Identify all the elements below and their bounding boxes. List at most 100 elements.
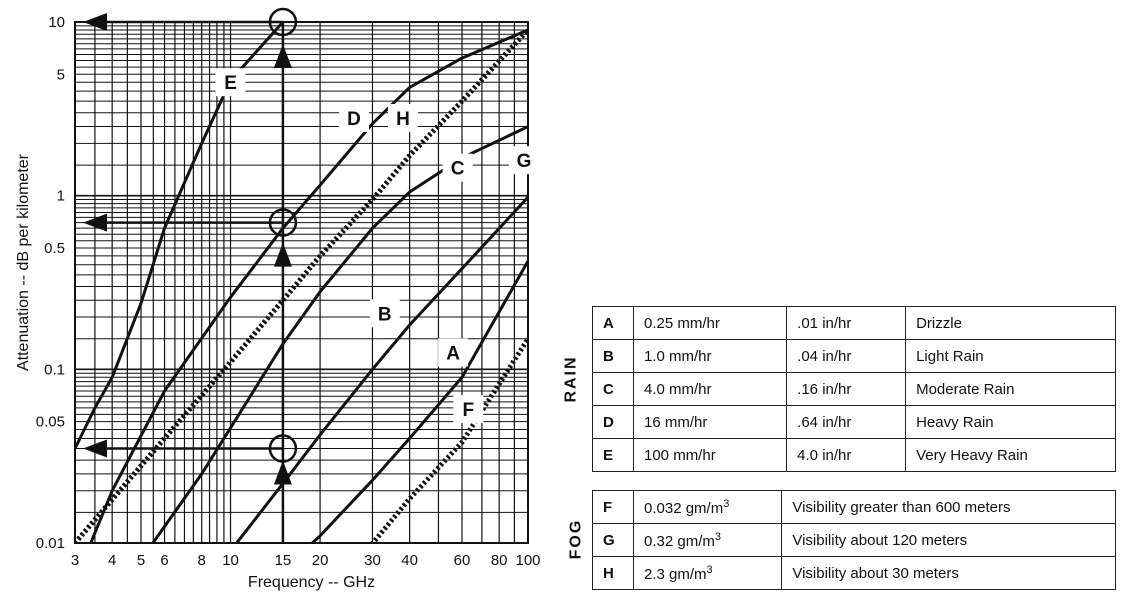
- y-axis-label: Attenuation -- dB per kilometer: [15, 153, 32, 371]
- table-row: F 0.032 gm/m3 Visibility greater than 600 …: [592, 490, 1116, 524]
- fog-visibility: Visibility greater than 600 meters: [781, 490, 1116, 524]
- legend-code: G: [592, 523, 634, 557]
- legend-code: E: [592, 438, 634, 472]
- rain-description: Moderate Rain: [905, 372, 1116, 406]
- legend-code: H: [592, 556, 634, 590]
- fog-density-exponent: 3: [706, 563, 713, 576]
- intersection-marker: [268, 208, 298, 237]
- legend-code: A: [592, 306, 634, 340]
- attenuation-chart: 3 4 5 6 8 10 15 20 30 40 60 80 1000.010.050.10.51510…: [15, 7, 541, 591]
- series-line-b: [234, 196, 528, 543]
- y-tick-label: 5: [57, 66, 65, 83]
- rain-rate-in: .01 in/hr: [786, 306, 907, 340]
- curve-label-bg: [438, 338, 469, 367]
- legend-code: B: [592, 339, 634, 373]
- intersection-marker: [268, 434, 298, 463]
- legend-code: C: [592, 372, 634, 406]
- curve-label-f: F: [463, 400, 475, 421]
- series-line-a: [310, 260, 528, 543]
- rain-description: Drizzle: [905, 306, 1116, 340]
- x-tick-label: 100: [515, 552, 540, 569]
- rain-rate-mm: 0.25 mm/hr: [632, 306, 788, 340]
- rain-rate-in: .64 in/hr: [786, 405, 907, 439]
- table-row: E 100 mm/hr 4.0 in/hr Very Heavy Rain: [592, 438, 1116, 472]
- x-tick-label: 80: [491, 552, 508, 569]
- series-line-h: [75, 28, 528, 543]
- table-row: A 0.25 mm/hr .01 in/hr Drizzle: [592, 306, 1116, 340]
- curve-label-g: G: [517, 151, 532, 172]
- rain-rate-mm: 4.0 mm/hr: [632, 372, 788, 406]
- x-tick-label: 5: [137, 552, 145, 569]
- table-row: G 0.32 gm/m3 Visibility about 120 meters: [592, 523, 1116, 557]
- fog-legend-table: F 0.032 gm/m3 Visibility greater than 600 …: [592, 490, 1116, 590]
- y-tick-label: 0.5: [44, 240, 65, 257]
- curve-label-c: C: [451, 159, 465, 180]
- curve-label-b: B: [378, 304, 392, 325]
- table-row: D 16 mm/hr .64 in/hr Heavy Rain: [592, 405, 1116, 439]
- fog-visibility: Visibility about 120 meters: [781, 523, 1116, 557]
- y-tick-label: 1: [57, 188, 65, 205]
- curve-label-bg: [215, 68, 246, 97]
- x-tick-label: 10: [222, 552, 239, 569]
- curve-label-e: E: [224, 73, 237, 94]
- y-tick-label: 0.1: [44, 361, 65, 378]
- x-tick-label: 20: [312, 552, 329, 569]
- rain-rate-mm: 1.0 mm/hr: [632, 339, 788, 373]
- curve-label-bg: [509, 146, 540, 175]
- table-row: C 4.0 mm/hr .16 in/hr Moderate Rain: [592, 372, 1116, 406]
- rain-rate-mm: 16 mm/hr: [632, 405, 788, 439]
- series-line-e: [75, 22, 285, 450]
- y-tick-label: 0.01: [36, 535, 65, 552]
- curve-label-bg: [369, 299, 400, 328]
- x-tick-label: 15: [275, 552, 292, 569]
- rain-legend-table: A 0.25 mm/hr .01 in/hr Drizzle B 1.0 mm/hr .04…: [592, 306, 1116, 472]
- fog-group-label: FOG: [567, 518, 585, 560]
- guide-arrow-up: [273, 44, 292, 68]
- y-tick-label: 0.05: [36, 414, 65, 431]
- guide-arrow-left: [83, 439, 107, 458]
- rain-description: Light Rain: [905, 339, 1116, 373]
- x-tick-label: 40: [401, 552, 418, 569]
- curve-label-bg: [453, 395, 484, 424]
- series-line-d: [89, 28, 528, 543]
- fog-density-exponent: 3: [714, 530, 721, 543]
- fog-density-exponent: 3: [723, 497, 730, 510]
- x-axis-label: Frequency -- GHz: [248, 574, 375, 591]
- legend-code: D: [592, 405, 634, 439]
- rain-rate-mm: 100 mm/hr: [632, 438, 788, 472]
- rain-description: Heavy Rain: [905, 405, 1116, 439]
- curve-label-a: A: [446, 344, 460, 365]
- rain-description: Very Heavy Rain: [905, 438, 1116, 472]
- table-row: B 1.0 mm/hr .04 in/hr Light Rain: [592, 339, 1116, 373]
- series-line-f: [369, 337, 528, 543]
- x-tick-label: 6: [160, 552, 168, 569]
- x-tick-label: 8: [198, 552, 206, 569]
- legend-code: F: [592, 490, 634, 524]
- curve-label-bg: [388, 104, 419, 133]
- y-tick-label: 10: [48, 14, 65, 31]
- rain-group-label: RAIN: [562, 355, 580, 403]
- intersection-marker: [268, 7, 298, 37]
- rain-rate-in: .16 in/hr: [786, 372, 907, 406]
- rain-rate-in: .04 in/hr: [786, 339, 907, 373]
- x-tick-label: 3: [71, 552, 79, 569]
- x-tick-label: 30: [364, 552, 381, 569]
- curve-label-bg: [442, 153, 473, 182]
- rain-rate-in: 4.0 in/hr: [786, 438, 907, 472]
- guide-arrow-up: [273, 460, 292, 485]
- fog-density: 2.3 gm/m3: [632, 556, 783, 590]
- guide-arrow-up: [273, 242, 292, 267]
- guide-arrow-left: [83, 13, 107, 31]
- table-row: H 2.3 gm/m3 Visibility about 30 meters: [592, 556, 1116, 590]
- guide-arrow-left: [83, 213, 107, 232]
- plot-frame: [74, 21, 529, 544]
- x-tick-label: 4: [108, 552, 116, 569]
- fog-visibility: Visibility about 30 meters: [781, 556, 1116, 590]
- x-tick-label: 60: [454, 552, 471, 569]
- fog-density: 0.32 gm/m3: [632, 523, 783, 557]
- curve-label-h: H: [396, 109, 410, 130]
- curve-label-d: D: [347, 109, 361, 130]
- fog-density: 0.032 gm/m3: [632, 490, 783, 524]
- curve-label-bg: [338, 104, 369, 133]
- series-group: [75, 22, 528, 543]
